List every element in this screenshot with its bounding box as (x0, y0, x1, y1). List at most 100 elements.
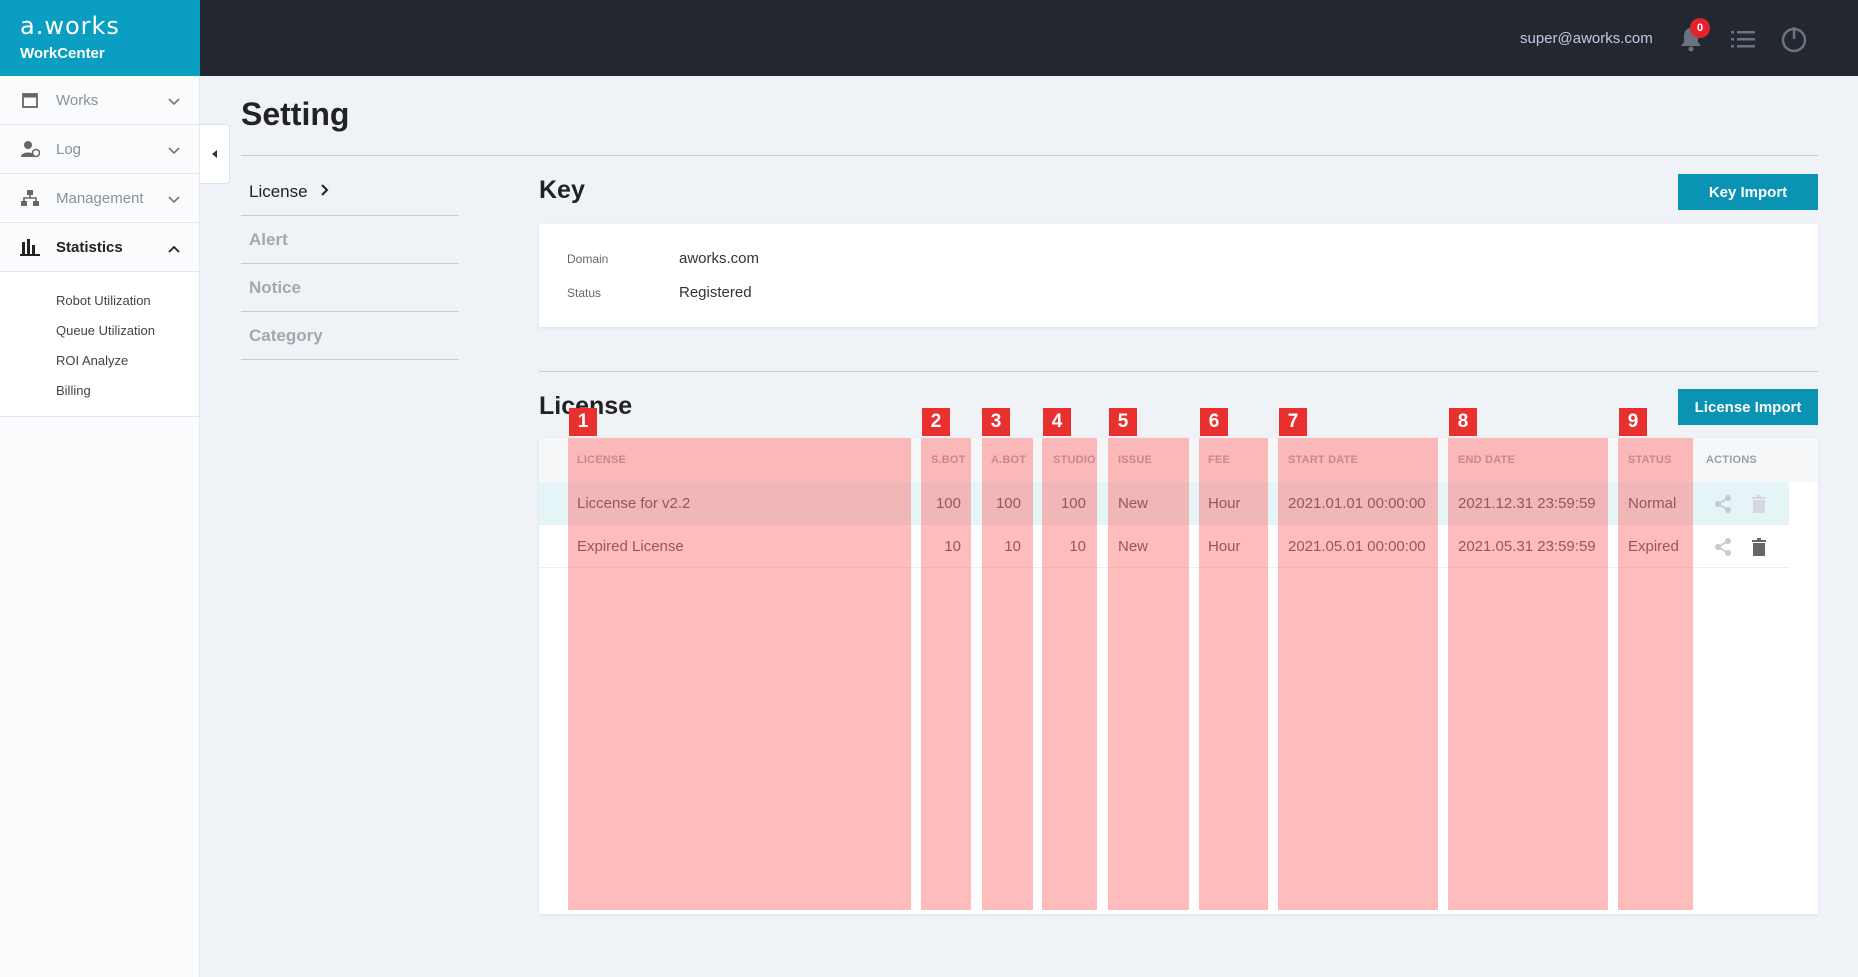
divider (241, 155, 1818, 156)
bar-chart-icon (20, 237, 40, 257)
hierarchy-icon (20, 188, 40, 208)
page-title: Setting (241, 96, 350, 132)
column-header-issue[interactable]: ISSUE (1118, 454, 1153, 466)
sidebar-item-log[interactable]: Log (0, 125, 199, 174)
marker-2: 2 (922, 408, 950, 436)
sidebar-collapse-button[interactable] (200, 124, 230, 184)
cell-fee: Hour (1208, 538, 1241, 555)
marker-5: 5 (1109, 408, 1137, 436)
marker-1: 1 (569, 408, 597, 436)
column-header-actions: ACTIONS (1706, 454, 1757, 466)
cell-license: Expired License (577, 538, 684, 555)
caret-left-icon (211, 150, 217, 158)
marker-9: 9 (1619, 408, 1647, 436)
marker-3: 3 (982, 408, 1010, 436)
cell-sbot: 10 (944, 538, 961, 555)
license-table: LICENSE S.BOT A.BOT STUDIO ISSUE FEE STA… (539, 438, 1818, 914)
cell-fee: Hour (1208, 495, 1241, 512)
subnav-item-category[interactable]: Category (241, 312, 459, 360)
key-card: Domain aworks.com Status Registered (539, 224, 1818, 327)
cell-abot: 10 (1004, 538, 1021, 555)
column-highlight-7 (1278, 438, 1438, 910)
chevron-right-icon (320, 182, 330, 202)
submenu-item-robot-utilization[interactable]: Robot Utilization (56, 293, 151, 308)
column-highlight-9 (1618, 438, 1693, 910)
list-icon[interactable] (1728, 24, 1758, 54)
user-log-icon (20, 139, 40, 159)
cell-sbot: 100 (935, 495, 961, 512)
column-highlight-2 (921, 438, 971, 910)
cell-end-date: 2021.12.31 23:59:59 (1458, 495, 1596, 512)
column-highlight-4 (1042, 438, 1097, 910)
license-import-button[interactable]: License Import (1678, 389, 1818, 425)
marker-7: 7 (1279, 408, 1307, 436)
chevron-down-icon (167, 143, 181, 161)
column-header-start-date[interactable]: START DATE (1288, 454, 1359, 466)
trash-icon[interactable] (1748, 493, 1770, 515)
column-highlight-1 (568, 438, 911, 910)
sidebar-item-label: Statistics (56, 238, 123, 256)
submenu-item-billing[interactable]: Billing (56, 383, 91, 398)
statistics-submenu: Robot Utilization Queue Utilization ROI … (0, 272, 199, 417)
status-label: Status (567, 285, 602, 300)
subnav-item-alert[interactable]: Alert (241, 216, 459, 264)
chevron-up-icon (167, 241, 181, 259)
cell-start-date: 2021.01.01 00:00:00 (1288, 495, 1426, 512)
column-highlight-6 (1199, 438, 1268, 910)
cell-issue: New (1118, 495, 1149, 512)
status-row: Status Registered (567, 284, 752, 301)
submenu-item-queue-utilization[interactable]: Queue Utilization (56, 323, 155, 338)
status-value: Registered (679, 284, 752, 301)
share-icon[interactable] (1712, 536, 1734, 558)
column-highlight-5 (1108, 438, 1189, 910)
chevron-down-icon (167, 94, 181, 112)
sidebar-item-statistics[interactable]: Statistics (0, 223, 199, 272)
cell-license: Liccense for v2.2 (577, 495, 691, 512)
trash-icon[interactable] (1748, 536, 1770, 558)
cell-status: Normal (1628, 495, 1677, 512)
column-header-license[interactable]: LICENSE (577, 454, 627, 466)
domain-row: Domain aworks.com (567, 250, 759, 267)
sidebar-item-works[interactable]: Works (0, 76, 199, 125)
cell-studio: 100 (1060, 495, 1086, 512)
subnav-label: License (249, 181, 308, 201)
top-bar: a.works WorkCenter super@aworks.com 0 (0, 0, 1858, 76)
table-row[interactable]: Expired License 10 10 10 New Hour 2021.0… (539, 525, 1789, 568)
cell-abot: 100 (995, 495, 1021, 512)
notification-badge: 0 (1690, 18, 1710, 38)
share-icon[interactable] (1712, 493, 1734, 515)
cell-start-date: 2021.05.01 00:00:00 (1288, 538, 1426, 555)
key-section-title: Key (539, 176, 585, 204)
column-header-fee[interactable]: FEE (1208, 454, 1230, 466)
column-highlight-3 (982, 438, 1033, 910)
settings-subnav: License Alert Notice Category (241, 168, 459, 360)
cell-studio: 10 (1069, 538, 1086, 555)
column-header-studio[interactable]: STUDIO (1053, 454, 1096, 466)
column-header-end-date[interactable]: END DATE (1458, 454, 1516, 466)
subnav-item-license[interactable]: License (241, 168, 459, 216)
sidebar: Works Log Management Statistics Robot Ut… (0, 76, 200, 977)
table-row[interactable]: Liccense for v2.2 100 100 100 New Hour 2… (539, 482, 1789, 525)
sidebar-item-management[interactable]: Management (0, 174, 199, 223)
column-header-sbot[interactable]: S.BOT (931, 454, 966, 466)
marker-6: 6 (1200, 408, 1228, 436)
column-header-status[interactable]: STATUS (1628, 454, 1672, 466)
domain-label: Domain (567, 251, 609, 266)
table-header: LICENSE S.BOT A.BOT STUDIO ISSUE FEE STA… (539, 438, 1818, 482)
marker-8: 8 (1449, 408, 1477, 436)
subnav-item-notice[interactable]: Notice (241, 264, 459, 312)
brand-name: WorkCenter (20, 45, 105, 62)
cell-end-date: 2021.05.31 23:59:59 (1458, 538, 1596, 555)
marker-4: 4 (1043, 408, 1071, 436)
column-highlight-8 (1448, 438, 1608, 910)
cell-status: Expired (1628, 538, 1679, 555)
brand-block[interactable]: a.works WorkCenter (0, 0, 200, 76)
divider (539, 371, 1818, 372)
column-header-abot[interactable]: A.BOT (991, 454, 1027, 466)
submenu-item-roi-analyze[interactable]: ROI Analyze (56, 353, 129, 368)
key-import-button[interactable]: Key Import (1678, 174, 1818, 210)
brand-logo: a.works (20, 12, 120, 40)
user-email[interactable]: super@aworks.com (1520, 30, 1653, 47)
power-icon[interactable] (1779, 24, 1809, 54)
sidebar-item-label: Works (56, 91, 99, 109)
